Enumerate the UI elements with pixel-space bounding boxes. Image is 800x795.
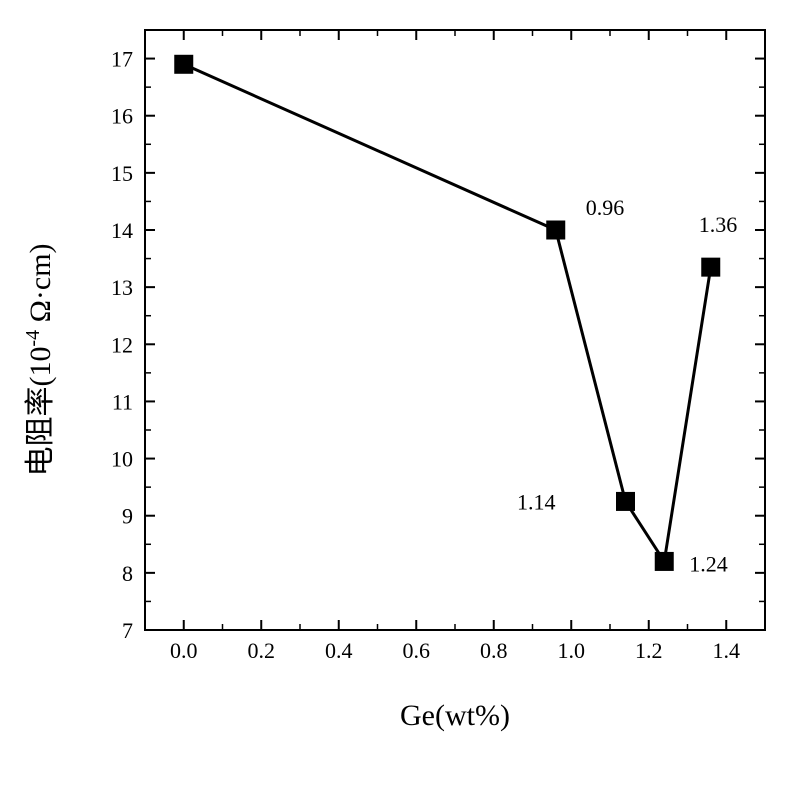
point-label: 1.24 <box>689 551 728 576</box>
y-tick-label: 7 <box>122 618 133 643</box>
x-tick-label: 1.2 <box>635 638 663 663</box>
y-tick-label: 8 <box>122 561 133 586</box>
plot-border <box>145 30 765 630</box>
y-tick-label: 16 <box>111 104 133 129</box>
data-marker <box>617 492 635 510</box>
x-tick-label: 0.0 <box>170 638 198 663</box>
x-tick-label: 1.0 <box>558 638 586 663</box>
y-axis-label: 电阻率(10-4 Ω·cm) <box>22 243 57 476</box>
x-tick-label: 0.4 <box>325 638 353 663</box>
data-marker <box>547 221 565 239</box>
x-tick-label: 0.8 <box>480 638 508 663</box>
point-label: 0.96 <box>586 195 625 220</box>
point-label: 1.36 <box>699 212 738 237</box>
y-tick-label: 13 <box>111 275 133 300</box>
data-marker <box>702 258 720 276</box>
y-tick-label: 14 <box>111 218 133 243</box>
x-axis-label: Ge(wt%) <box>400 699 510 732</box>
y-tick-label: 12 <box>111 332 133 357</box>
data-line <box>184 64 711 561</box>
x-tick-label: 1.4 <box>713 638 741 663</box>
y-tick-label: 17 <box>111 47 133 72</box>
y-tick-label: 9 <box>122 504 133 529</box>
y-tick-label: 10 <box>111 447 133 472</box>
chart-container: 0.0 0.2 0.4 0.6 0.8 1.0 1.2 1.4 7 8 9 10 11 12 13 14 15 1… <box>0 0 800 795</box>
resistivity-chart: 0.0 0.2 0.4 0.6 0.8 1.0 1.2 1.4 7 8 9 10 11 12 13 14 15 1… <box>0 0 800 795</box>
point-label: 1.14 <box>517 489 556 514</box>
x-tick-label: 0.2 <box>248 638 276 663</box>
data-marker <box>655 552 673 570</box>
x-tick-label: 0.6 <box>403 638 431 663</box>
data-marker <box>175 55 193 73</box>
y-tick-label: 11 <box>112 389 133 414</box>
y-tick-label: 15 <box>111 161 133 186</box>
